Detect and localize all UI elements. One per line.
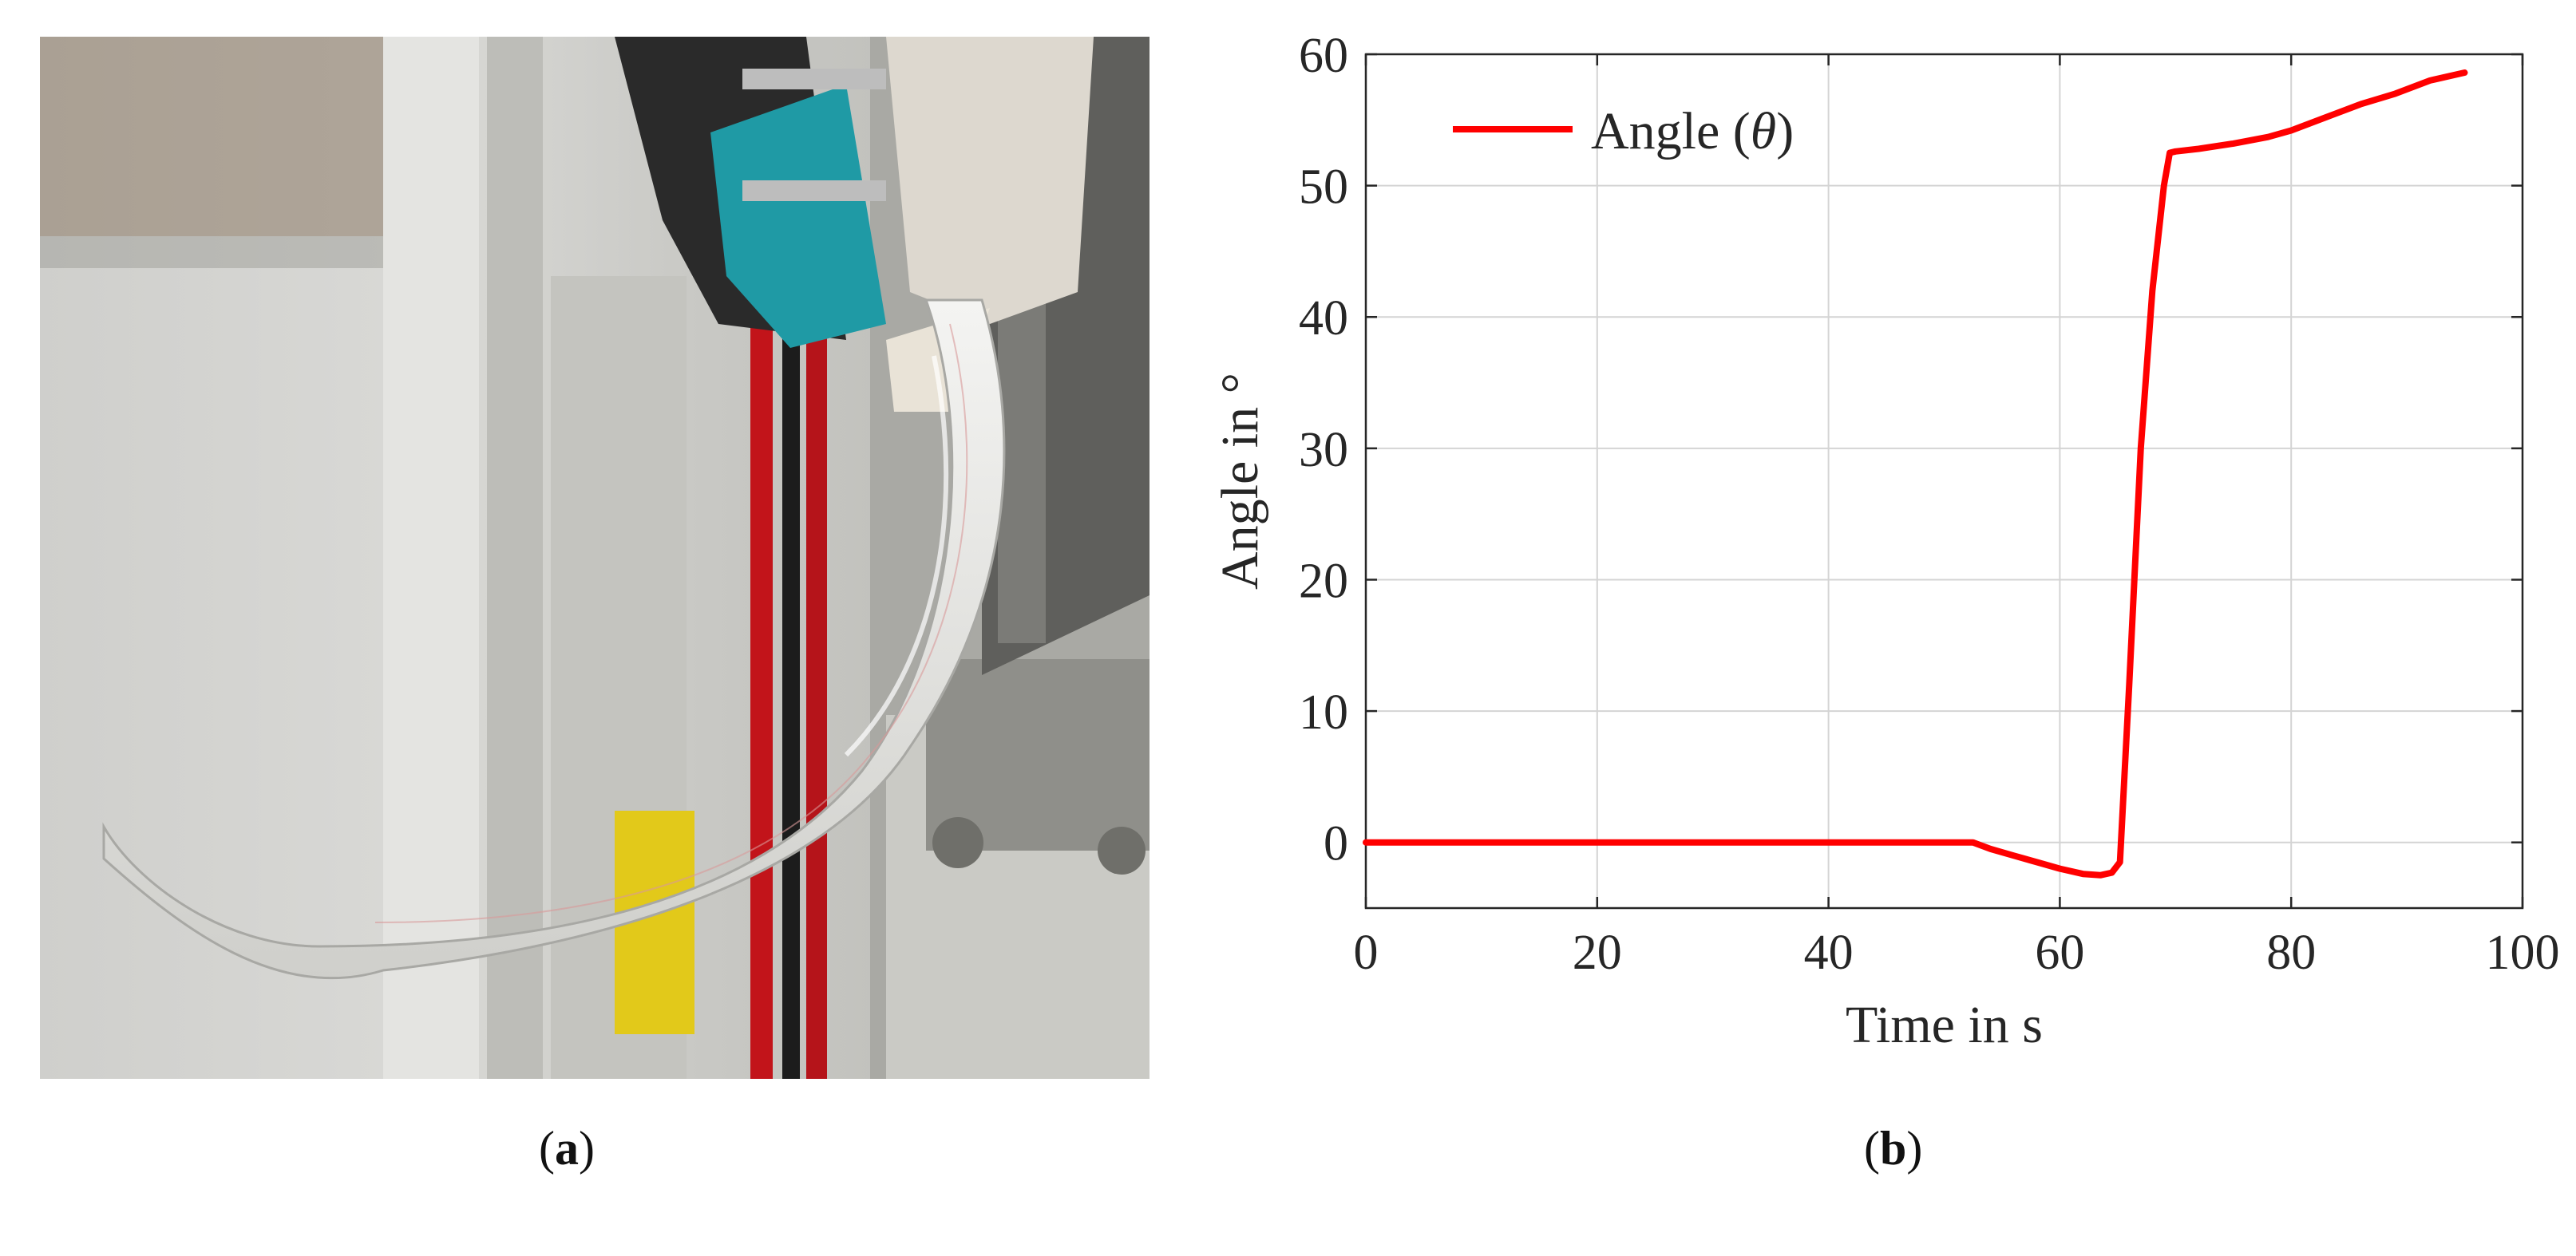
- y-tick-label: 0: [1324, 817, 1348, 871]
- y-tick-label: 30: [1299, 423, 1348, 477]
- x-tick-label: 80: [2266, 926, 2316, 980]
- legend-entry: Angle (θ): [1591, 102, 1794, 160]
- y-tick-label: 60: [1299, 29, 1348, 83]
- y-tick-label: 10: [1299, 685, 1348, 740]
- y-tick-label: 40: [1299, 291, 1348, 346]
- series-line-angle: [1363, 69, 2468, 879]
- legend-entry-close: ): [1776, 102, 1794, 160]
- y-axis-label: Angle in °: [1211, 373, 1269, 590]
- x-tick-label: 20: [1573, 926, 1622, 980]
- actuator-photo: [40, 37, 1150, 1079]
- bent-soft-actuator-photo-icon: [40, 37, 1150, 1079]
- plot-frame: [1364, 53, 2524, 910]
- x-tick-label: 60: [2035, 926, 2084, 980]
- legend-entry-symbol: θ: [1751, 102, 1776, 160]
- legend-entry-main: Angle (: [1591, 102, 1751, 160]
- y-tick-label: 20: [1299, 554, 1348, 608]
- angle-time-chart: 0 20 40 60 80 100 0 10 20 30 40 50 60 Angle (θ) Time…: [1211, 29, 2560, 1054]
- x-tick-label: 40: [1804, 926, 1854, 980]
- grid: [1365, 53, 2523, 908]
- caption-b-letter: b: [1879, 1122, 1907, 1175]
- x-tick-label: 0: [1354, 926, 1379, 980]
- x-tick-label: 100: [2486, 926, 2560, 980]
- caption-a-letter: a: [554, 1122, 579, 1175]
- caption-b: (b): [1864, 1122, 1923, 1175]
- legend: Angle (θ): [1453, 102, 1794, 160]
- y-tick-label: 50: [1299, 160, 1348, 215]
- ticks: 0 20 40 60 80 100 0 10 20 30 40 50 60: [1299, 29, 2560, 980]
- caption-a: (a): [539, 1122, 595, 1175]
- x-axis-label: Time in s: [1846, 996, 2043, 1054]
- series: [1363, 69, 2468, 879]
